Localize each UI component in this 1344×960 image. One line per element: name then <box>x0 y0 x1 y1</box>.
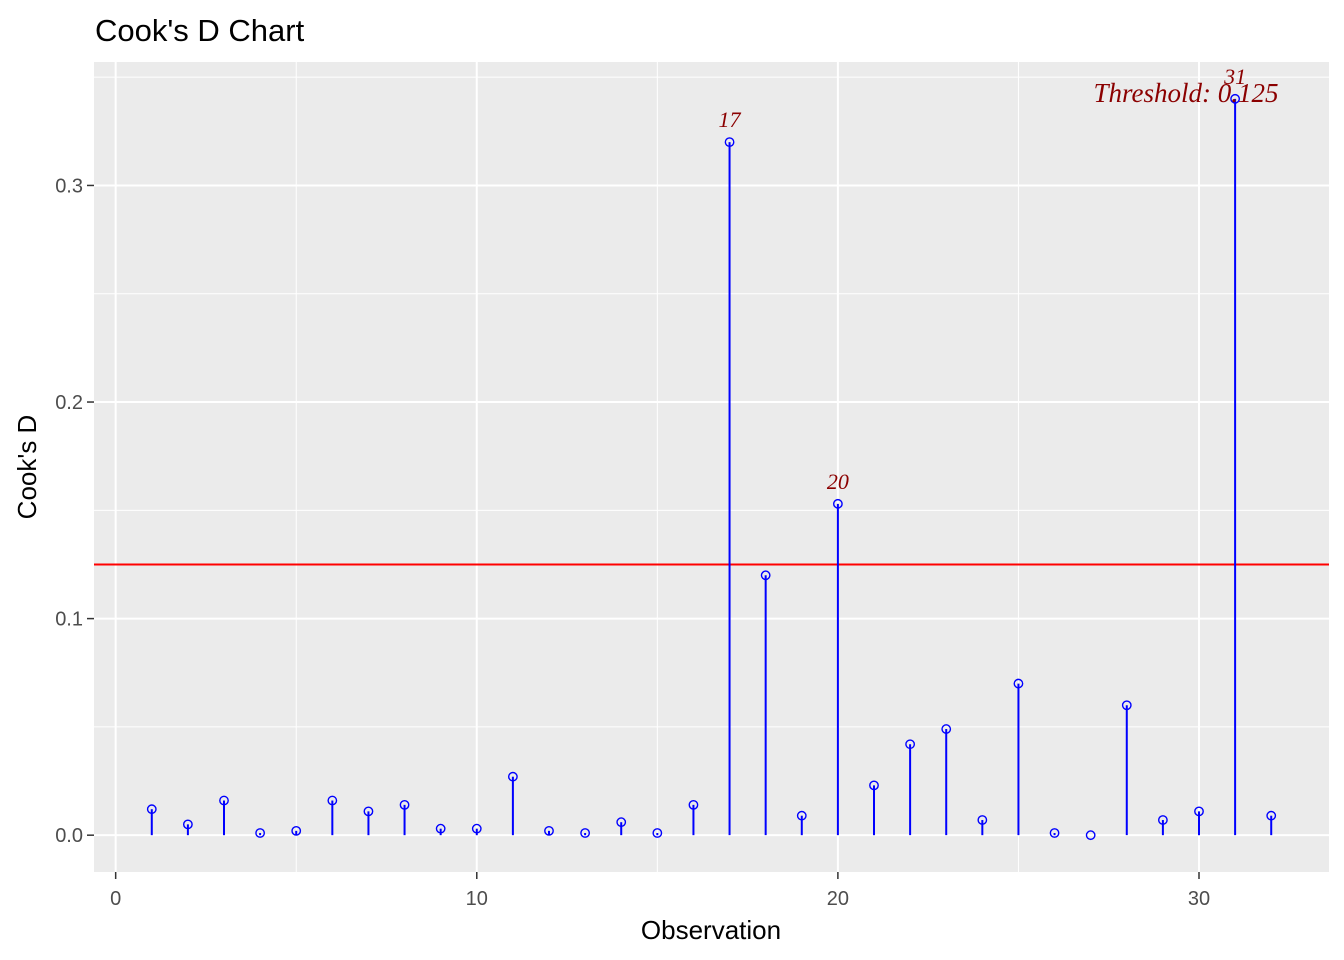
point-obs-1 <box>146 804 157 815</box>
point-obs-18 <box>760 570 771 581</box>
point-obs-16 <box>688 799 699 810</box>
y-axis-title: Cook's D <box>12 415 42 520</box>
y-tick-label: 0.3 <box>55 175 83 197</box>
y-tick-label: 0.0 <box>55 825 83 847</box>
point-obs-14 <box>616 817 627 828</box>
point-obs-6 <box>327 795 338 806</box>
point-obs-9 <box>435 823 446 834</box>
point-obs-26 <box>1049 828 1060 838</box>
point-obs-7 <box>363 806 374 817</box>
point-obs-22 <box>905 739 916 750</box>
point-obs-25 <box>1013 678 1024 689</box>
point-obs-11 <box>507 771 518 782</box>
plot-panel <box>94 62 1329 872</box>
point-label-17: 17 <box>719 107 742 132</box>
point-label-20: 20 <box>827 469 849 494</box>
point-obs-3 <box>219 795 229 806</box>
x-tick-label: 0 <box>110 888 121 910</box>
point-obs-30 <box>1194 806 1204 817</box>
point-obs-31 <box>1230 93 1241 104</box>
point-obs-21 <box>869 780 879 791</box>
x-tick-label: 20 <box>827 888 849 910</box>
point-obs-23 <box>941 724 952 734</box>
point-obs-19 <box>796 810 807 821</box>
y-tick-label: 0.2 <box>55 392 83 414</box>
point-obs-4 <box>255 828 266 838</box>
point-obs-24 <box>977 815 988 825</box>
point-obs-29 <box>1157 815 1168 825</box>
point-label-31: 31 <box>1223 64 1246 89</box>
x-axis-ticks: 0 10 20 30 <box>110 872 1210 910</box>
point-obs-8 <box>399 799 410 810</box>
y-tick-label: 0.1 <box>55 609 83 631</box>
point-obs-10 <box>471 823 482 834</box>
point-obs-12 <box>544 825 554 836</box>
point-obs-5 <box>291 825 302 836</box>
threshold-label: Threshold: 0.125 <box>1093 78 1278 108</box>
x-tick-label: 30 <box>1188 888 1210 910</box>
y-axis-ticks: 0.0 0.1 0.2 0.3 <box>55 175 94 847</box>
point-obs-27 <box>1085 830 1096 841</box>
point-obs-2 <box>182 819 193 830</box>
point-labels: 17 20 31 <box>719 64 1247 494</box>
chart-title: Cook's D Chart <box>95 13 305 48</box>
point-obs-20 <box>832 498 843 509</box>
point-obs-13 <box>580 828 591 838</box>
point-obs-15 <box>652 828 663 838</box>
point-obs-32 <box>1266 810 1277 821</box>
x-axis-title: Observation <box>641 915 781 945</box>
point-obs-28 <box>1121 700 1132 711</box>
minor-gridlines <box>94 62 1329 872</box>
point-obs-17 <box>724 137 735 148</box>
data-points <box>146 93 1277 841</box>
x-tick-label: 10 <box>466 888 488 910</box>
